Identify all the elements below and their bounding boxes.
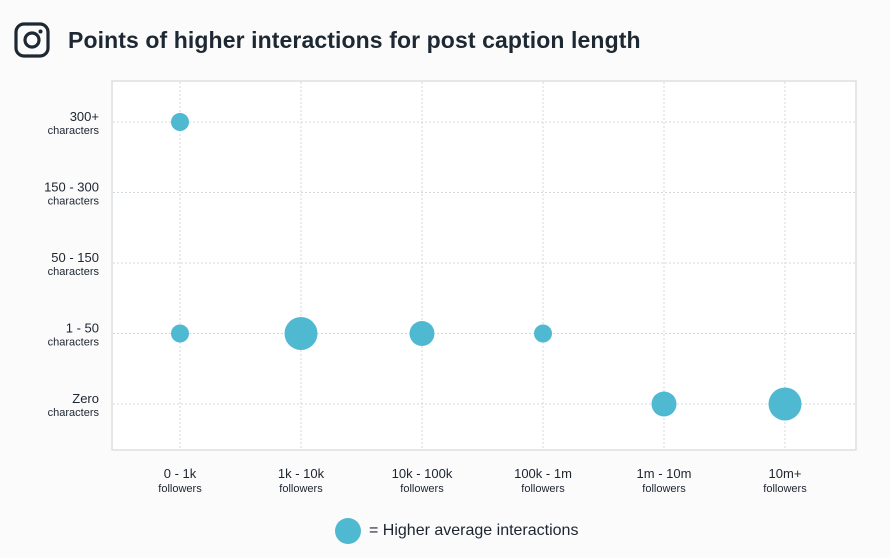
bubble-point [171, 324, 189, 343]
y-tick-sublabel: characters [48, 337, 100, 349]
x-tick-label: 1k - 10k [278, 466, 325, 481]
y-tick-label: Zero [72, 391, 99, 406]
chart-header: Points of higher interactions for post c… [14, 22, 641, 58]
x-tick-sublabel: followers [279, 483, 323, 495]
legend-bubble [335, 518, 361, 544]
legend: = Higher average interactions [335, 518, 578, 544]
y-tick-sublabel: characters [48, 266, 100, 278]
bubble-point [768, 387, 802, 421]
x-tick-label: 10m+ [769, 466, 802, 481]
x-tick-sublabel: followers [763, 483, 807, 495]
y-tick-sublabel: characters [48, 196, 100, 208]
y-tick-label: 300+ [70, 109, 99, 124]
x-tick-sublabel: followers [158, 483, 202, 495]
x-tick-label: 0 - 1k [164, 466, 197, 481]
y-tick-label: 1 - 50 [66, 321, 99, 336]
y-tick-label: 150 - 300 [44, 180, 99, 195]
x-tick-sublabel: followers [521, 483, 565, 495]
legend-label: = Higher average interactions [369, 522, 579, 539]
x-tick-sublabel: followers [642, 483, 686, 495]
y-tick-sublabel: characters [48, 125, 100, 137]
x-tick-label: 1m - 10m [637, 466, 692, 481]
x-tick-label: 10k - 100k [392, 466, 453, 481]
y-tick-label: 50 - 150 [51, 250, 99, 265]
plot-area [111, 80, 857, 451]
x-tick-label: 100k - 1m [514, 466, 572, 481]
chart-title: Points of higher interactions for post c… [68, 26, 641, 53]
bubble-point [284, 317, 318, 350]
instagram-icon [14, 22, 50, 58]
bubble-point [534, 324, 552, 343]
bubble-point [409, 321, 435, 346]
bubble-point [171, 113, 189, 131]
x-tick-sublabel: followers [400, 483, 444, 495]
bubble-point [651, 391, 677, 417]
y-tick-sublabel: characters [48, 407, 100, 419]
